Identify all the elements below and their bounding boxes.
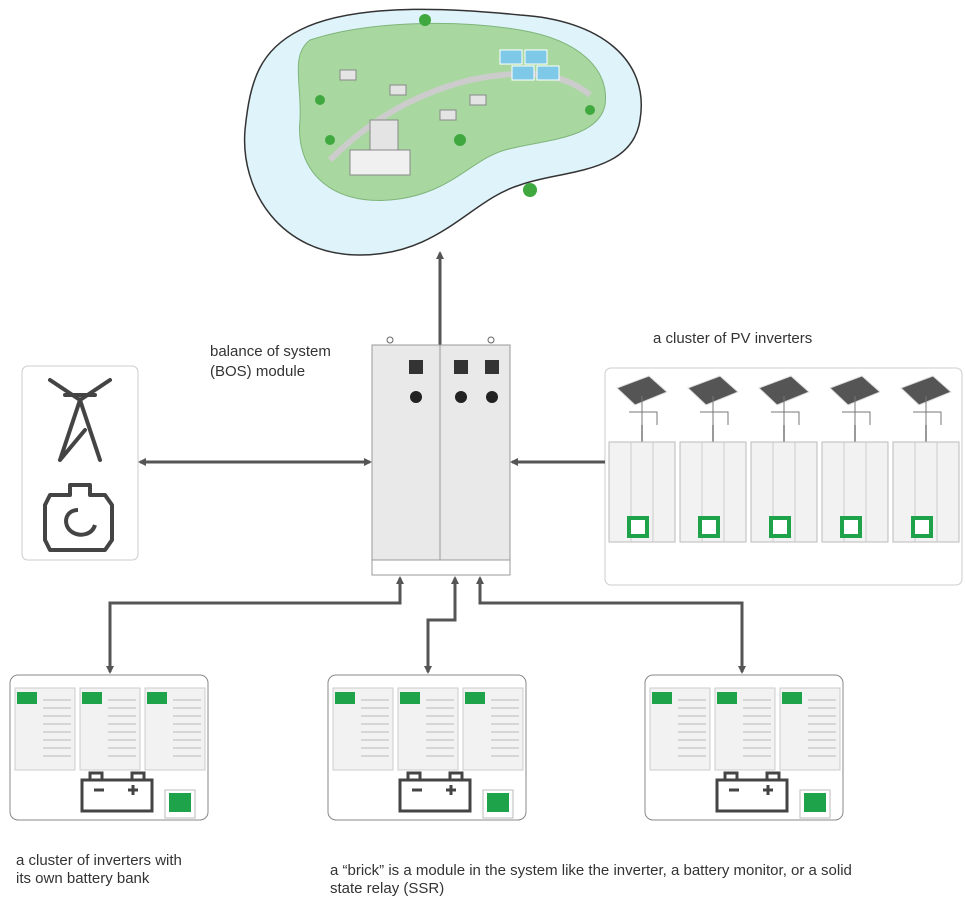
battery-icon xyxy=(400,773,470,811)
display xyxy=(629,518,647,536)
badge xyxy=(652,692,672,704)
battery-icon xyxy=(82,773,152,811)
diagram xyxy=(0,0,965,905)
battery-cluster-label: its own battery bank xyxy=(16,870,149,888)
arrow xyxy=(110,578,400,672)
display xyxy=(842,518,860,536)
display xyxy=(700,518,718,536)
battery-cluster-label: a cluster of inverters with xyxy=(16,852,182,870)
brick-clusters xyxy=(10,675,843,820)
display xyxy=(771,518,789,536)
page: balance of system (BOS) module a cluster… xyxy=(0,0,965,905)
monitor-face xyxy=(169,793,191,812)
monitor-face xyxy=(804,793,826,812)
badge xyxy=(147,692,167,704)
bos-label: balance of system xyxy=(210,343,331,361)
badge xyxy=(335,692,355,704)
brick-label: a “brick” is a module in the system like… xyxy=(330,862,852,880)
battery-icon xyxy=(717,773,787,811)
badge xyxy=(465,692,485,704)
arrow xyxy=(428,578,455,672)
pv-label: a cluster of PV inverters xyxy=(653,330,812,348)
arrow xyxy=(480,578,742,672)
badge xyxy=(717,692,737,704)
brick-label: state relay (SSR) xyxy=(330,880,444,898)
monitor-face xyxy=(487,793,509,812)
bos-cabinet xyxy=(372,337,510,575)
badge xyxy=(782,692,802,704)
badge xyxy=(82,692,102,704)
badge xyxy=(17,692,37,704)
display xyxy=(913,518,931,536)
bos-label: (BOS) module xyxy=(210,363,305,381)
badge xyxy=(400,692,420,704)
